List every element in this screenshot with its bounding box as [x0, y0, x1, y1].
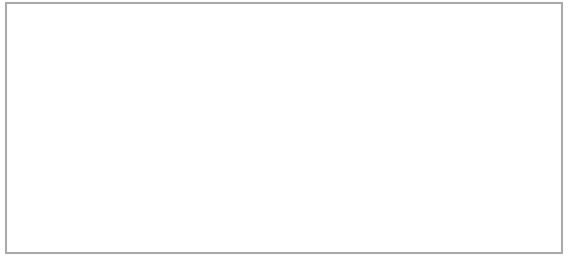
Text: resolution (Coref), Named entity extraction (NER), Sentiment analysis (SST-5): resolution (Coref), Named entity extract…: [31, 60, 386, 69]
Text: Liu et al. (2017): Liu et al. (2017): [70, 150, 148, 159]
Text: 85.8: 85.8: [333, 150, 355, 159]
Text: Increase: Increase: [414, 89, 463, 99]
Text: Peters et al. (2017): Peters et al. (2017): [70, 223, 165, 233]
Text: 91.93 ± 0.19: 91.93 ± 0.19: [197, 223, 260, 233]
Text: He et al. (2017): He et al. (2017): [70, 186, 147, 196]
Text: NER: NER: [15, 223, 35, 233]
Text: 67.2: 67.2: [291, 205, 313, 215]
Text: 81.7: 81.7: [239, 186, 260, 196]
Text: 4.7 / 24.9%: 4.7 / 24.9%: [414, 150, 469, 159]
Text: 84.6: 84.6: [333, 186, 355, 196]
Text: SOTA: SOTA: [15, 13, 54, 26]
Text: Lee et al. (2017): Lee et al. (2017): [70, 205, 151, 215]
Text: 3.3 / 6.8%: 3.3 / 6.8%: [414, 242, 462, 252]
Text: Baseline: Baseline: [267, 109, 314, 119]
Text: Relative): Relative): [416, 108, 466, 118]
Text: 84.4: 84.4: [239, 150, 260, 159]
Text: Coref: Coref: [15, 205, 40, 215]
Text: ELMo +: ELMo +: [333, 99, 377, 109]
Text: 0.7 / 5.8%: 0.7 / 5.8%: [414, 168, 463, 178]
Text: 2.06 / 21%: 2.06 / 21%: [414, 223, 466, 233]
Text: 53.7: 53.7: [239, 242, 260, 252]
Text: SST-5: SST-5: [15, 242, 41, 252]
Text: Question answering (SQuAD), Textual entailment (SNLI), Semantic role labeling(SR: Question answering (SQuAD), Textual enta…: [31, 47, 481, 56]
Text: 54.7 ± 0.5: 54.7 ± 0.5: [333, 242, 385, 252]
Text: 88.0: 88.0: [291, 168, 312, 178]
Text: 88.7 ± 0.17: 88.7 ± 0.17: [333, 168, 391, 178]
Text: 70.4: 70.4: [333, 205, 355, 215]
Text: 67.2: 67.2: [239, 205, 260, 215]
Text: 81.4: 81.4: [291, 186, 312, 196]
Text: 3.2 / 9.8%: 3.2 / 9.8%: [414, 205, 462, 215]
Text: 81.1: 81.1: [291, 150, 312, 159]
Text: SNLI: SNLI: [15, 168, 36, 178]
Text: Our: Our: [272, 99, 293, 109]
Text: Task: Task: [15, 110, 41, 120]
Text: Baseline: Baseline: [332, 109, 379, 119]
Text: SQuAD: SQuAD: [15, 150, 49, 159]
Text: (Absolute/: (Absolute/: [409, 98, 466, 108]
Text: McCann et al. (2017): McCann et al. (2017): [70, 242, 173, 252]
Text: Chen et al. (2017): Chen et al. (2017): [70, 168, 159, 178]
Text: 92.22 ± 0.10: 92.22 ± 0.10: [333, 223, 397, 233]
Text: 88.6: 88.6: [239, 168, 260, 178]
Text: 90.15: 90.15: [291, 223, 319, 233]
Text: Previous SOTA: Previous SOTA: [70, 110, 156, 120]
FancyBboxPatch shape: [15, 49, 24, 58]
Text: 51.4: 51.4: [291, 242, 312, 252]
Text: 3.2 / 17.2%: 3.2 / 17.2%: [414, 186, 469, 196]
Text: SRL: SRL: [15, 186, 33, 196]
